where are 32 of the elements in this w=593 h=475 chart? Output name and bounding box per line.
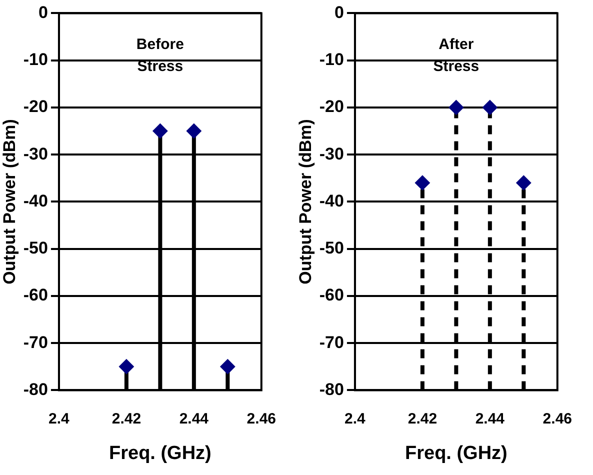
x-tick-label: 2.46: [542, 410, 572, 428]
y-tick-label: -20: [319, 97, 344, 116]
y-tick-label: -60: [319, 286, 344, 305]
y-tick-label: 0: [334, 2, 344, 22]
x-tick-label: 2.4: [48, 410, 70, 428]
y-tick-label: -10: [23, 50, 48, 70]
x-axis-title: Freq. (GHz): [404, 442, 508, 464]
y-axis-title: Output Power (dBm): [0, 119, 19, 284]
x-tick-label: 2.4: [344, 410, 366, 428]
y-tick-label: -30: [23, 144, 48, 164]
y-tick-label: -50: [23, 238, 48, 258]
y-tick-label: -40: [319, 191, 344, 210]
y-tick-label: -70: [23, 332, 48, 352]
y-tick-label: -80: [319, 380, 344, 399]
y-tick-label: -10: [319, 50, 344, 70]
x-tick-label: 2.42: [112, 410, 142, 428]
y-tick-label: -50: [319, 238, 344, 258]
x-tick-label: 2.42: [408, 410, 438, 428]
y-tick-label: -70: [319, 332, 344, 352]
y-axis-title: Output Power (dBm): [296, 119, 315, 284]
annotation: After Stress: [433, 36, 480, 76]
x-tick-label: 2.44: [475, 410, 506, 428]
y-tick-label: -20: [23, 97, 48, 116]
annotation: Before Stress: [136, 36, 184, 76]
y-tick-label: 0: [38, 2, 48, 22]
y-tick-label: -80: [23, 380, 48, 399]
y-tick-label: -40: [23, 191, 48, 210]
y-tick-label: -60: [23, 286, 48, 305]
y-tick-label: -30: [319, 144, 344, 164]
x-tick-label: 2.46: [246, 410, 276, 428]
x-axis-title: Freq. (GHz): [108, 442, 212, 464]
x-tick-label: 2.44: [179, 410, 210, 428]
